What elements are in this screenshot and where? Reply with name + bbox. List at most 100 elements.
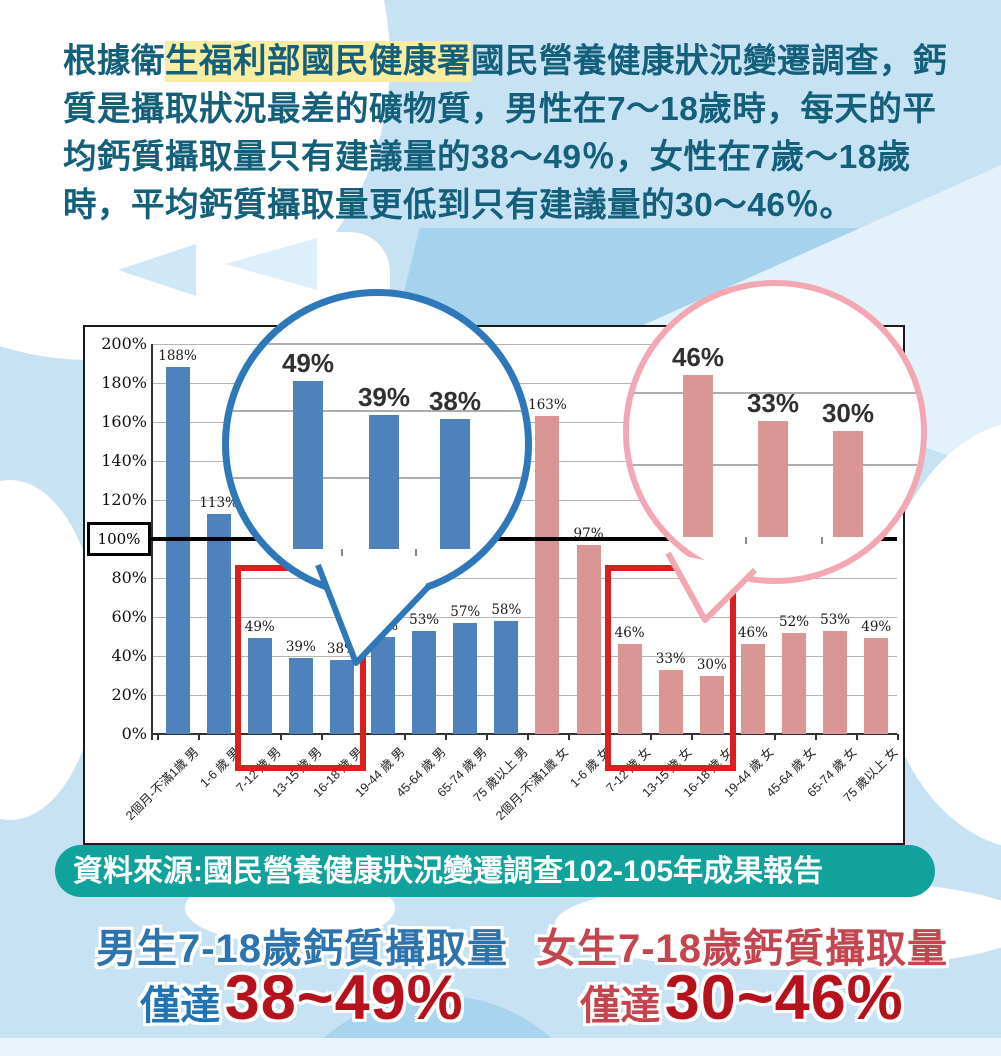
y-axis-label: 120% [101, 490, 147, 509]
bar-value-label: 163% [528, 397, 567, 414]
x-axis-tick [485, 734, 488, 740]
source-text: 資料來源:國民營養健康狀況變遷調查102-105年成果報告 [73, 855, 824, 888]
male-range-prefix: 僅達 [140, 984, 221, 1028]
y-axis-label: 200% [101, 334, 147, 353]
intro-text: 根據衛 [63, 43, 165, 80]
bar-value-label: 52% [779, 613, 810, 630]
magnifier-circle-male: 49% 39% 38% [222, 289, 532, 599]
bar [494, 620, 519, 734]
bar-value-label: 58% [491, 601, 522, 618]
bar [329, 659, 354, 734]
bar [535, 416, 560, 734]
y-axis-label: 20% [111, 685, 147, 704]
magnifier-circle-female: 46% 33% 30% [623, 280, 927, 584]
inset-grid-line [229, 410, 525, 412]
grid-line [152, 577, 897, 579]
bar [576, 544, 601, 734]
grid-line [152, 499, 897, 501]
bar [206, 513, 231, 734]
bar-value-label: 113% [199, 494, 238, 511]
inset-grid-line [229, 343, 525, 345]
female-summary-range: 僅達 30~46% [524, 962, 960, 1034]
male-summary-range: 僅達 38~49% [84, 962, 520, 1034]
x-axis-line [152, 733, 897, 735]
inset-bar [293, 380, 323, 549]
grid-line [152, 694, 897, 696]
x-axis-tick [403, 734, 406, 740]
x-axis-tick [526, 734, 529, 740]
bar [371, 636, 396, 734]
bar-chart: 0% 20% 40% 60% 80% 120% 140% 160% 180% 200% 188% 11… [85, 327, 903, 843]
bar-value-label: 39% [285, 638, 316, 655]
bar-value-label: 53% [820, 611, 851, 628]
y-axis-label: 0% [121, 724, 147, 743]
x-axis-tick [280, 734, 283, 740]
male-range-value: 38~49% [224, 963, 464, 1033]
y-axis-label: 60% [111, 607, 147, 626]
x-axis-tick [814, 734, 817, 740]
x-axis-tick [650, 734, 653, 740]
y-axis-label: 40% [111, 646, 147, 665]
inset-bar-value-label: 30% [821, 398, 875, 429]
bar-value-label: 53% [409, 611, 440, 628]
female-summary-title: 女生7-18歲鈣質攝取量 [535, 927, 949, 971]
background-shape [0, 1038, 1001, 1056]
x-axis-tick [568, 734, 570, 740]
bar-value-label: 188% [158, 348, 197, 365]
bar [412, 630, 437, 734]
magnifier-tail-male [315, 563, 433, 666]
background-triangle [225, 238, 317, 290]
intro-highlighted-text: 生福利部國民健康署 [165, 41, 471, 82]
y-axis-label: 140% [101, 451, 147, 470]
bar [288, 657, 313, 734]
bar [699, 675, 724, 734]
inset-bar-value-label: 38% [428, 385, 482, 416]
inset-bar [833, 431, 863, 537]
bar [165, 367, 190, 734]
inset-bar-value-label: 39% [357, 382, 411, 413]
x-axis-tick [157, 734, 159, 740]
grid-line [152, 655, 897, 657]
source-banner: 資料來源:國民營養健康狀況變遷調查102-105年成果報告 [55, 845, 935, 897]
y-axis-label: 180% [101, 373, 147, 392]
inset-bar [683, 375, 713, 537]
inset-axis-tick [821, 537, 823, 544]
inset-bar [758, 420, 788, 537]
background-triangle [118, 244, 196, 296]
bar [658, 669, 683, 734]
inset-axis-tick [415, 549, 417, 556]
bar [247, 638, 272, 734]
inset-axis-tick [341, 549, 343, 556]
bar-value-label: 49% [244, 619, 275, 636]
bar [782, 632, 807, 734]
y-axis-line [151, 344, 153, 740]
female-range-value: 30~46% [664, 963, 904, 1033]
female-range-prefix: 僅達 [580, 984, 661, 1028]
bar-value-label: 46% [737, 625, 768, 642]
magnifier-tail-female [665, 551, 758, 623]
x-axis-tick [773, 734, 776, 740]
inset-bar [369, 415, 399, 549]
bar [453, 622, 478, 734]
grid-line [152, 616, 897, 618]
inset-bar [440, 418, 470, 549]
reference-line-100 [151, 537, 897, 541]
x-axis-tick [444, 734, 447, 740]
bar [864, 638, 889, 734]
intro-paragraph: 根據衛生福利部國民健康署國民營養健康狀況變遷調查，鈣質是攝取狀況最差的礦物質，男… [63, 38, 951, 230]
x-axis-tick [691, 734, 694, 740]
x-axis-tick [321, 734, 324, 740]
reference-line-label: 100% [87, 522, 151, 556]
inset-axis-tick [745, 537, 747, 544]
inset-bar-value-label: 46% [671, 342, 725, 373]
bar [740, 644, 765, 734]
bar-value-label: 30% [696, 656, 727, 673]
y-axis-label: 160% [101, 412, 147, 431]
bar [823, 630, 848, 734]
x-axis-tick [855, 734, 858, 740]
x-axis-tick [896, 734, 899, 740]
bar-value-label: 49% [861, 619, 892, 636]
grid-line [152, 382, 897, 384]
emphasis-red-box [605, 565, 737, 771]
